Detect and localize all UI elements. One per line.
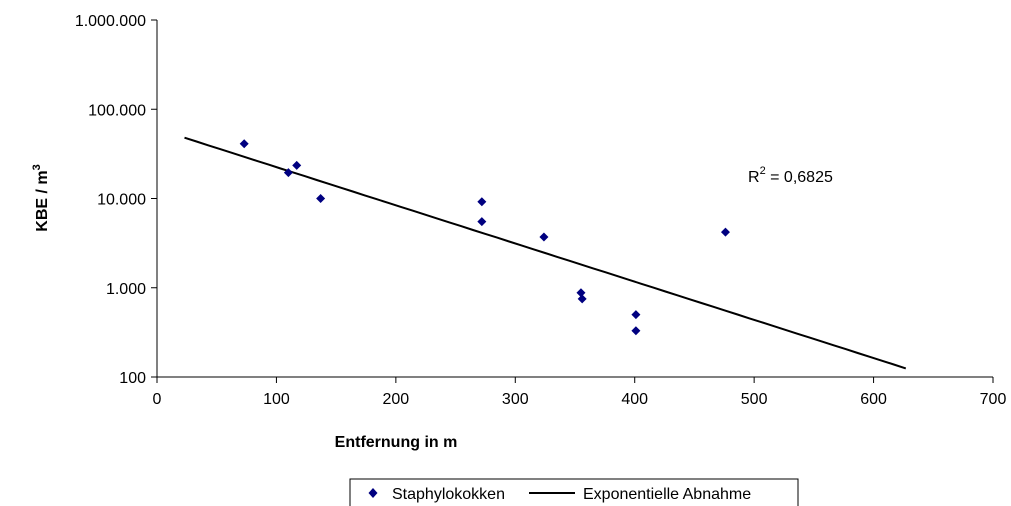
x-tick-label: 500 bbox=[741, 391, 768, 408]
x-tick-label: 400 bbox=[621, 391, 648, 408]
x-tick-label: 600 bbox=[860, 391, 887, 408]
r-squared-label: R bbox=[748, 169, 760, 186]
axes bbox=[156, 20, 993, 378]
data-point-staphylokokken bbox=[316, 194, 326, 203]
data-point-staphylokokken bbox=[292, 160, 302, 170]
y-axis-ticks: 100 1.000 10.000 100.000 1.000.000 bbox=[75, 13, 157, 387]
x-tick-label: 0 bbox=[153, 391, 162, 408]
r-squared-value: = 0,6825 bbox=[766, 169, 833, 186]
y-axis-title-main: KBE / m bbox=[34, 170, 51, 231]
y-axis-title-superscript: 3 bbox=[31, 164, 43, 170]
legend-label-staphylokokken: Staphylokokken bbox=[392, 486, 505, 503]
y-tick-label: 1.000.000 bbox=[75, 13, 146, 30]
trendline-series bbox=[184, 136, 907, 370]
data-point-staphylokokken bbox=[576, 288, 586, 298]
y-axis-title: KBE / m3 bbox=[31, 164, 51, 231]
x-tick-label: 200 bbox=[383, 391, 410, 408]
data-point-staphylokokken bbox=[720, 227, 730, 237]
data-point-staphylokokken bbox=[239, 139, 249, 149]
y-tick-label: 1.000 bbox=[106, 281, 146, 298]
legend-label-exponentielle-abnahme: Exponentielle Abnahme bbox=[583, 486, 751, 503]
y-tick-label: 100.000 bbox=[88, 102, 146, 119]
x-tick-label: 700 bbox=[980, 391, 1007, 408]
y-tick-label: 100 bbox=[119, 370, 146, 387]
data-point-staphylokokken bbox=[631, 326, 641, 336]
data-point-staphylokokken bbox=[631, 310, 641, 320]
x-axis-ticks: 0 100 200 300 400 500 600 700 bbox=[153, 377, 1007, 408]
x-tick-label: 300 bbox=[502, 391, 529, 408]
scatter-series bbox=[239, 139, 730, 336]
y-tick-label: 10.000 bbox=[97, 192, 146, 209]
legend-marker-diamond bbox=[368, 488, 378, 498]
trendline-exponentielle-abnahme bbox=[184, 136, 907, 370]
data-point-staphylokokken bbox=[477, 217, 487, 227]
r-squared-superscript: 2 bbox=[760, 165, 766, 177]
data-point-staphylokokken bbox=[283, 168, 293, 178]
legend: Staphylokokken Exponentielle Abnahme bbox=[349, 478, 799, 506]
data-point-staphylokokken bbox=[477, 197, 487, 207]
x-tick-label: 100 bbox=[263, 391, 290, 408]
data-point-staphylokokken bbox=[577, 294, 587, 304]
x-axis-title: Entfernung in m bbox=[335, 434, 458, 451]
r-squared-annotation: R2 = 0,6825 bbox=[748, 165, 833, 186]
data-point-staphylokokken bbox=[539, 232, 549, 242]
